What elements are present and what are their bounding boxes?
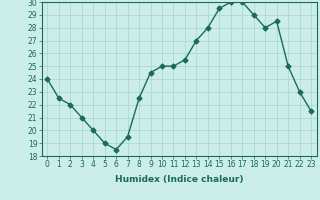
- X-axis label: Humidex (Indice chaleur): Humidex (Indice chaleur): [115, 175, 244, 184]
